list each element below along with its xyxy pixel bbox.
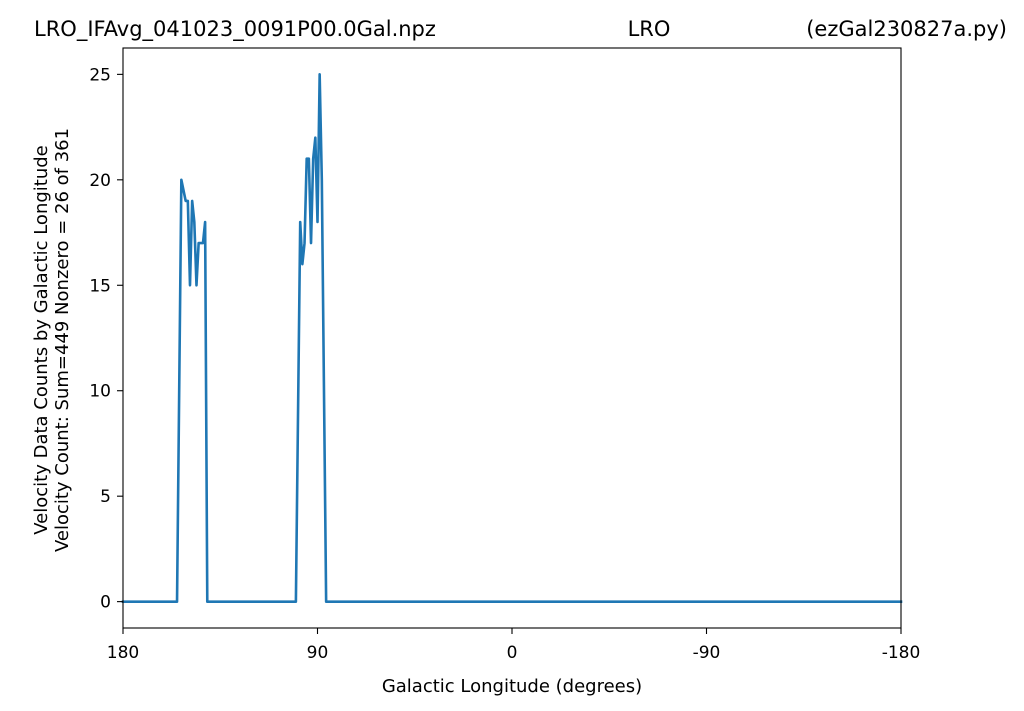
y-tick-label: 15 bbox=[89, 276, 111, 296]
series-line-0 bbox=[121, 73, 903, 603]
x-tick-label: -90 bbox=[693, 643, 721, 663]
chart-title-left: LRO_IFAvg_041023_0091P00.0Gal.npz bbox=[34, 17, 436, 42]
plot-frame bbox=[122, 47, 902, 629]
x-tick-label: 0 bbox=[507, 643, 518, 663]
y-tick-label: 5 bbox=[100, 487, 111, 507]
chart-title-center: LRO bbox=[628, 17, 671, 41]
x-tick-label: 90 bbox=[307, 643, 329, 663]
plot-area: 180 90 0 -90 -180 0 5 10 15 20 25 bbox=[89, 47, 921, 663]
y-axis-label-line-2: Velocity Count: Sum=449 Nonzero = 26 of … bbox=[52, 128, 73, 552]
chart-title: LRO_IFAvg_041023_0091P00.0Gal.npz LRO (e… bbox=[34, 17, 1007, 42]
x-axis-label: Galactic Longitude (degrees) bbox=[382, 676, 642, 697]
y-axis-label-line-1: Velocity Data Counts by Galactic Longitu… bbox=[31, 145, 52, 535]
y-tick-label: 10 bbox=[89, 382, 111, 402]
y-tick-label: 20 bbox=[89, 171, 111, 191]
x-tick-label: -180 bbox=[882, 643, 921, 663]
chart-title-right: (ezGal230827a.py) bbox=[806, 17, 1007, 41]
y-tick-label: 0 bbox=[100, 593, 111, 613]
y-tick-label: 25 bbox=[89, 65, 111, 85]
x-tick-label: 180 bbox=[107, 643, 139, 663]
